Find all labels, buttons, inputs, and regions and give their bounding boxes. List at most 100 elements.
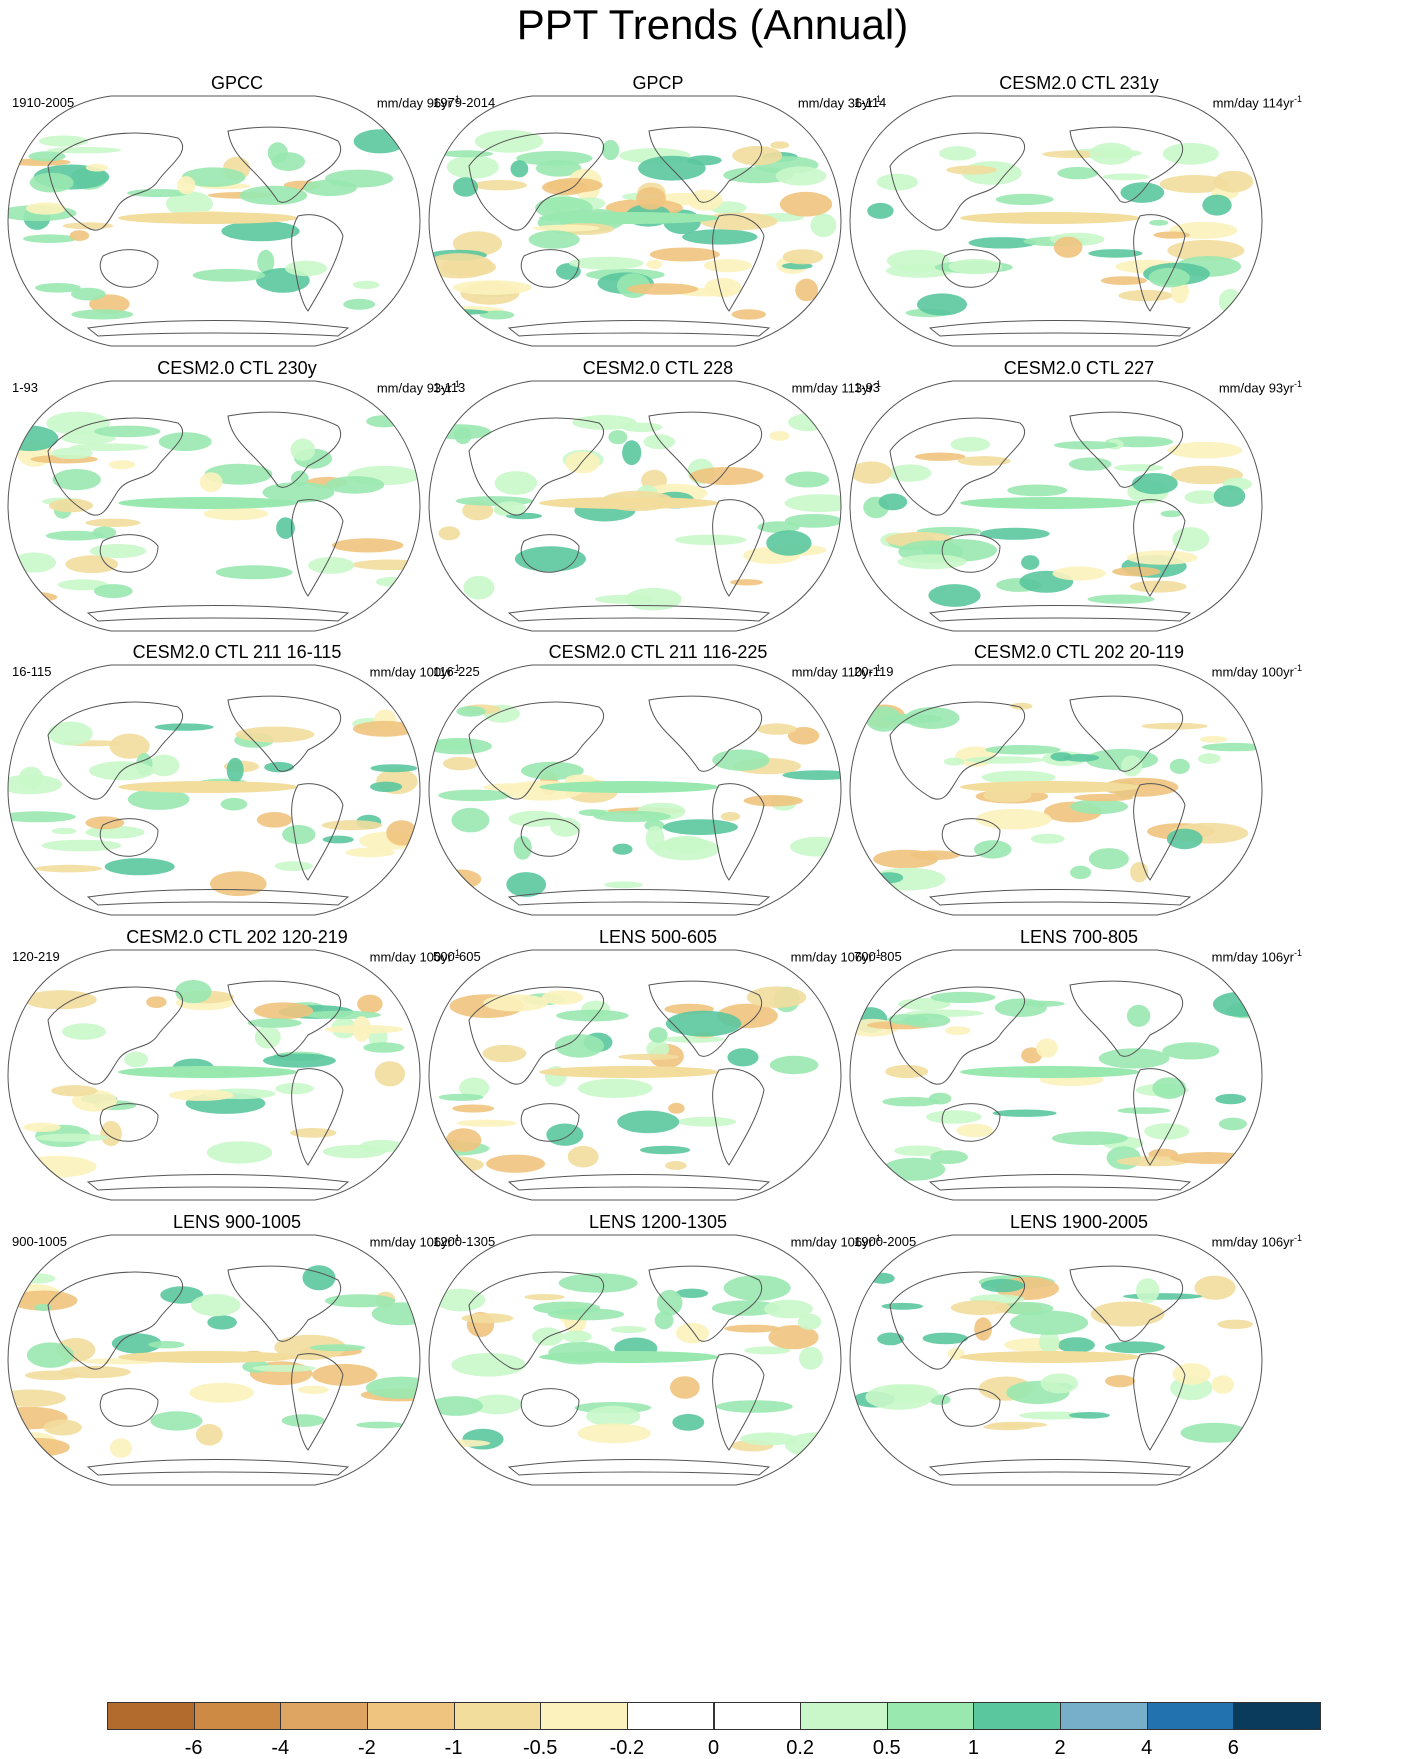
panel-title: CESM2.0 CTL 230y	[157, 358, 317, 378]
units-prefix: mm/day	[1211, 949, 1262, 965]
coastline	[86, 605, 350, 622]
units-period: 110yr	[841, 664, 873, 680]
units-period: 114yr	[1262, 95, 1294, 111]
coastline	[99, 1103, 159, 1142]
coastline	[86, 1174, 350, 1191]
units-prefix: mm/day	[1212, 95, 1263, 111]
units-exponent: -1	[1293, 94, 1302, 104]
coastline	[1133, 1068, 1186, 1166]
robinson-map	[428, 949, 842, 1201]
panel-year-range: 500-605	[433, 949, 481, 964]
colorbar-tick-label: 0	[707, 1737, 720, 1759]
panel-units: mm/day 100yr-1	[370, 660, 460, 680]
colorbar-tick-label: -6	[184, 1737, 203, 1759]
coastline	[928, 1459, 1192, 1476]
map-panel: LENS 900-1005 900-1005 mm/day 106yr-1	[2, 1211, 472, 1531]
robinson-map	[7, 949, 421, 1201]
units-period: 93yr	[1268, 380, 1294, 396]
units-exponent: -1	[872, 1233, 881, 1243]
map-frame	[428, 380, 842, 632]
colorbar-tick-label: -0.2	[609, 1737, 645, 1759]
coastline	[889, 701, 1026, 800]
robinson-map	[7, 1234, 421, 1486]
units-exponent: -1	[872, 663, 881, 673]
coastline	[941, 1388, 1001, 1427]
map-panel: LENS 1200-1305 1200-1305 mm/day 106yr-1	[423, 1211, 893, 1531]
figure-title: PPT Trends (Annual)	[516, 1, 909, 48]
units-period: 106yr	[1261, 1234, 1294, 1250]
panel-title: CESM2.0 CTL 231y	[999, 73, 1159, 93]
units-period: 106yr	[419, 1234, 452, 1250]
panel-year-range: 1900-2005	[854, 1234, 917, 1249]
map-frame	[849, 1234, 1263, 1486]
anomaly-field	[8, 411, 420, 603]
coastline	[889, 986, 1026, 1085]
coastline	[291, 214, 344, 312]
panel-title: CESM2.0 CTL 211 116-225	[548, 642, 768, 662]
units-period: 96yr	[426, 95, 452, 111]
map-frame	[849, 380, 1263, 632]
units-exponent: -1	[872, 379, 881, 389]
units-period: 36yr	[847, 95, 873, 111]
colorbar-cell	[800, 1702, 888, 1730]
panel-units: mm/day 110yr-1	[792, 660, 881, 680]
colorbar-tick-label: 0.5	[872, 1737, 901, 1759]
panel-title: LENS 700-805	[1019, 927, 1139, 947]
colorbar-tick-label: 2	[1054, 1737, 1066, 1759]
panel-year-range: 20-119	[854, 664, 894, 679]
coastline	[507, 1174, 771, 1191]
panel-title: LENS 1200-1305	[588, 1212, 728, 1232]
coastline	[1069, 695, 1184, 772]
map-panel: GPCC 1910-2005 mm/day 96yr-1	[2, 72, 472, 392]
colorbar-tick-label: 1	[967, 1737, 979, 1759]
coastline	[47, 701, 184, 800]
colorbar-cell	[1233, 1702, 1321, 1730]
coastline	[227, 1265, 342, 1342]
panel-year-range: 1200-1305	[433, 1234, 496, 1249]
panel-units: mm/day 96yr-1	[377, 91, 460, 111]
units-period: 106yr	[840, 1234, 873, 1250]
map-frame	[7, 1234, 421, 1486]
coastline	[520, 818, 580, 857]
anomaly-field	[17, 980, 406, 1178]
coastline	[928, 320, 1192, 337]
coastline	[648, 126, 763, 203]
coastline	[928, 605, 1192, 622]
map-frame	[428, 1234, 842, 1486]
map-frame	[428, 949, 842, 1201]
panel-units: mm/day 106yr-1	[791, 1230, 881, 1250]
panel-title: GPCP	[632, 73, 684, 93]
coastline	[648, 1265, 763, 1342]
coastline	[712, 214, 765, 312]
colorbar-cell	[1146, 1702, 1235, 1730]
coastline	[520, 1103, 580, 1142]
map-frame	[428, 95, 842, 347]
colorbar-tick-label: -2	[358, 1737, 376, 1759]
panel-year-range: 1-113	[433, 380, 466, 395]
panel-units: mm/day 113yr-1	[792, 376, 881, 396]
colorbar-tick-label: 0.2	[786, 1737, 815, 1759]
coastline	[648, 411, 763, 488]
panel-year-range: 1-93	[854, 380, 881, 395]
colorbar-tick-label: -1	[444, 1737, 463, 1759]
units-prefix: mm/day	[791, 380, 842, 396]
coastline	[468, 1271, 605, 1370]
coastline	[889, 1271, 1026, 1370]
coastline	[468, 417, 605, 516]
panel-year-range: 16-115	[12, 664, 52, 679]
coastline	[99, 818, 159, 857]
robinson-map	[7, 380, 421, 632]
robinson-map	[849, 95, 1263, 347]
units-period: 100yr	[419, 664, 452, 680]
panel-units: mm/day 93yr-1	[377, 376, 460, 396]
units-exponent: -1	[872, 94, 881, 104]
units-exponent: -1	[451, 94, 460, 104]
map-panel: GPCP 1979-2014 mm/day 36yr-1	[423, 72, 893, 392]
coastline	[99, 249, 159, 288]
map-frame	[849, 949, 1263, 1201]
units-exponent: -1	[451, 1233, 460, 1243]
coastline	[291, 499, 344, 597]
robinson-map	[849, 1234, 1263, 1486]
coastline	[520, 534, 580, 573]
coastline	[941, 818, 1001, 857]
